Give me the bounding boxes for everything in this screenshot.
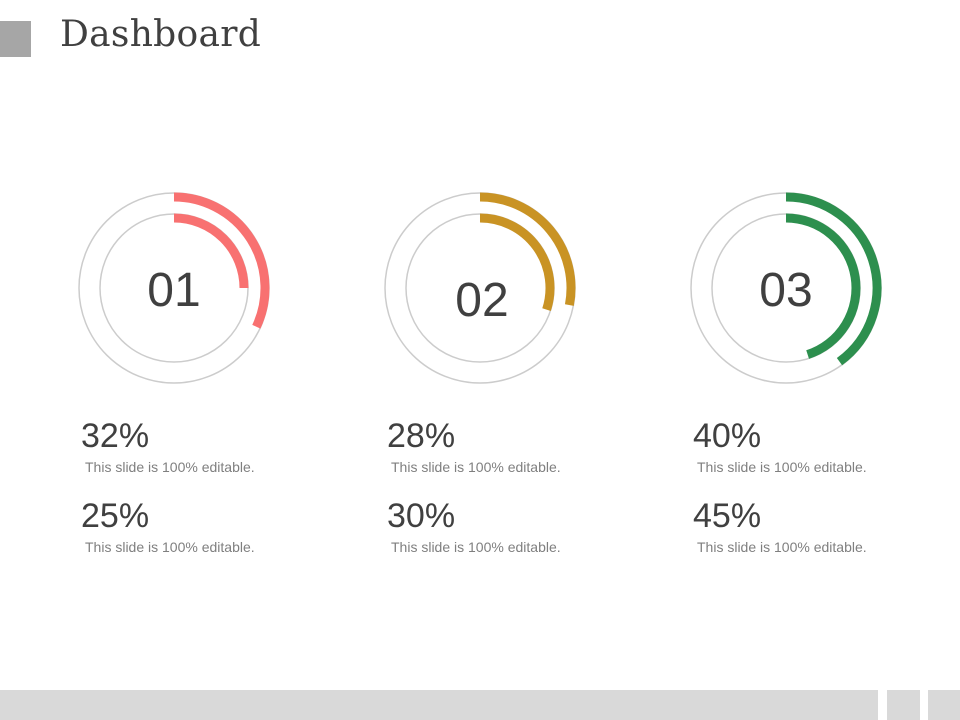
dial-02-graphic: 02 xyxy=(384,192,576,384)
stat-percent: 32% xyxy=(81,417,150,455)
stat-inner: 30% This slide is 100% editable. xyxy=(387,496,561,555)
dial-03-graphic: 03 xyxy=(690,192,882,384)
stat-caption: This slide is 100% editable. xyxy=(391,459,561,475)
stat-percent: 25% xyxy=(81,497,150,535)
dial-number: 03 xyxy=(759,264,812,317)
stat-outer: 28% This slide is 100% editable. xyxy=(387,416,561,475)
outer-progress-arc xyxy=(479,192,576,306)
title-marker xyxy=(0,21,31,57)
footer-square xyxy=(887,690,920,720)
stat-caption: This slide is 100% editable. xyxy=(85,459,255,475)
dial-01: 01 32% This slide is 100% editable. 25% … xyxy=(24,0,324,720)
stat-outer: 40% This slide is 100% editable. xyxy=(693,416,867,475)
page-title: Dashboard xyxy=(60,14,262,55)
footer-square xyxy=(928,690,960,720)
stat-caption: This slide is 100% editable. xyxy=(697,539,867,555)
dial-number: 01 xyxy=(147,264,200,317)
stat-inner: 25% This slide is 100% editable. xyxy=(81,496,255,555)
inner-progress-arc xyxy=(479,213,555,312)
stat-outer: 32% This slide is 100% editable. xyxy=(81,416,255,475)
stat-caption: This slide is 100% editable. xyxy=(391,539,561,555)
stat-caption: This slide is 100% editable. xyxy=(697,459,867,475)
dial-03: 03 40% This slide is 100% editable. 45% … xyxy=(636,0,936,720)
dial-02: 02 28% This slide is 100% editable. 30% … xyxy=(330,0,630,720)
stat-percent: 45% xyxy=(693,497,762,535)
outer-progress-arc xyxy=(173,192,270,329)
stat-caption: This slide is 100% editable. xyxy=(85,539,255,555)
inner-progress-arc xyxy=(785,213,861,359)
stat-percent: 30% xyxy=(387,497,456,535)
dial-number: 02 xyxy=(455,274,508,327)
stat-percent: 28% xyxy=(387,417,456,455)
stat-percent: 40% xyxy=(693,417,762,455)
dial-01-graphic: 01 xyxy=(78,192,270,384)
stat-inner: 45% This slide is 100% editable. xyxy=(693,496,867,555)
inner-progress-arc xyxy=(173,213,249,289)
footer-bar xyxy=(0,690,878,720)
outer-progress-arc xyxy=(785,192,882,366)
